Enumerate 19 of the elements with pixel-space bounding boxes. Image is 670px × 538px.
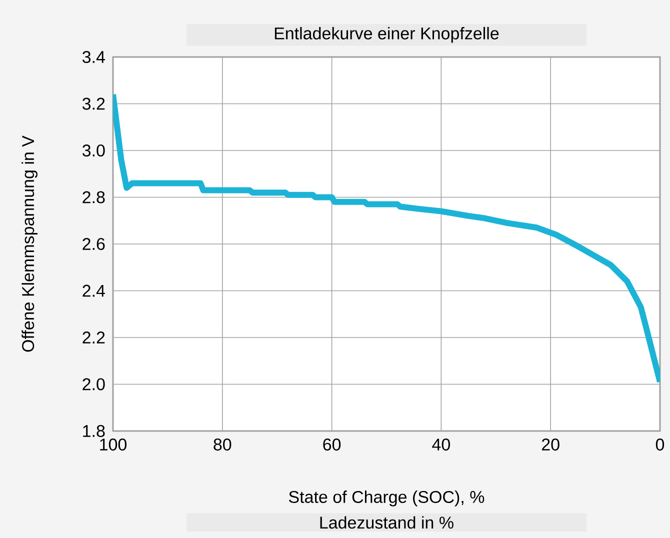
- x-tick-label: 100: [100, 438, 127, 451]
- x-tick-label: 0: [656, 438, 664, 451]
- x-tick-label: 20: [542, 438, 560, 451]
- x-tick-label: 80: [214, 438, 232, 451]
- y-tick-label: 2.4: [82, 284, 105, 297]
- y-tick-label: 2.0: [82, 378, 105, 390]
- text: State of Charge (SOC), %: [289, 490, 484, 506]
- chart-title: Entladekurve einer Knopfzelle: [274, 26, 499, 43]
- y-tick-label: 2.6: [82, 238, 105, 250]
- x-axis-title: Ladezustand in %: [320, 516, 454, 529]
- y-axis-title: Offene Klemmspannung in V: [22, 136, 38, 352]
- y-tick-label: 2.2: [82, 332, 105, 344]
- y-tick-label: 3.2: [82, 98, 105, 110]
- y-tick-label: 3.0: [82, 144, 105, 157]
- y-tick-label: 2.8: [82, 191, 105, 204]
- x-tick-label: 40: [432, 438, 450, 451]
- x-tick-label: 60: [323, 438, 341, 451]
- y-tick-label: 1.8: [83, 424, 105, 438]
- y-tick-label: 3.4: [82, 50, 105, 64]
